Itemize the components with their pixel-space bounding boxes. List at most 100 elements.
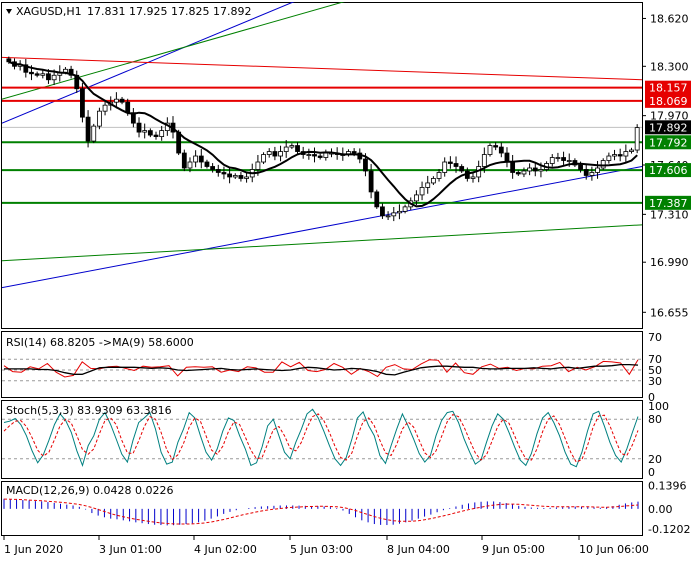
candle-body [498, 146, 504, 154]
candle-body [470, 176, 476, 179]
x-tick-label: 4 Jun 02:00 [194, 543, 257, 556]
candle-body [425, 182, 431, 188]
candle-body [102, 104, 108, 112]
candle-body [317, 155, 323, 158]
candle-body [142, 130, 148, 133]
candle-body [351, 151, 357, 154]
price-y-tick-label: 18.300 [650, 60, 689, 73]
trendline-blue-upper [2, 2, 295, 124]
macd-signal-line [3, 498, 639, 525]
trendline-green-lower [2, 224, 642, 262]
moving-average-line [8, 60, 638, 208]
candle-body [600, 160, 606, 169]
candle-body [617, 154, 623, 157]
candle-body [130, 112, 136, 124]
candle-body [40, 73, 46, 76]
macd-y-tick-label: 0.00 [648, 503, 673, 516]
candle-body [283, 146, 289, 152]
candle-body [153, 134, 159, 137]
price-label-box [645, 135, 691, 150]
candle-body [623, 151, 629, 157]
candle-body [430, 178, 436, 184]
candle-body [113, 98, 119, 103]
candle-body [538, 169, 544, 172]
candle-body [555, 157, 561, 159]
panel-frame-2 [1, 400, 643, 479]
candle-body [419, 187, 425, 196]
candle-body [204, 161, 210, 167]
price-y-tick-label: 17.970 [650, 110, 689, 123]
price-y-tick-label: 16.990 [650, 256, 689, 269]
candle-body [119, 98, 125, 103]
candle-body [634, 127, 640, 151]
x-tick-label: 9 Jun 05:00 [482, 543, 545, 556]
trendline-green-upper [2, 2, 345, 100]
candle-body [504, 152, 510, 163]
candle-body [181, 152, 187, 169]
candle-body [244, 176, 249, 179]
candle-body [278, 151, 283, 157]
candle-body [589, 172, 595, 176]
candle-body [436, 172, 442, 179]
rsi-y-tick-label: 70 [648, 353, 662, 366]
dropdown-arrow-icon [6, 9, 12, 14]
x-tick-label: 1 Jun 2020 [4, 543, 63, 556]
macd-title: MACD(12,26,9) 0.0428 0.0226 [6, 484, 174, 497]
price-label-box [645, 195, 691, 210]
candle-body [97, 110, 102, 127]
x-tick-label: 5 Jun 03:00 [290, 543, 353, 556]
candle-body [606, 155, 612, 161]
candle-body [493, 145, 499, 148]
candle-body [238, 175, 244, 179]
candle-body [91, 125, 97, 142]
stoch-title: Stoch(5,3,3) 83.9309 63.3816 [6, 404, 172, 417]
candle-body [374, 191, 380, 208]
trendline-group [2, 2, 642, 289]
candle-body [68, 68, 74, 76]
candle-body [629, 149, 634, 152]
rsi-y-tick-label: 30 [648, 375, 662, 388]
candle-body [380, 206, 385, 217]
candle-body [34, 73, 40, 76]
rsi-series-line [4, 363, 639, 376]
rsi-upper-tick-label: 70 [648, 331, 662, 344]
candle-body [442, 161, 448, 173]
candle-body [147, 130, 153, 136]
price-label-17.792: 17.792 [649, 136, 688, 149]
candle-body [289, 145, 295, 148]
x-tick-label: 8 Jun 04:00 [387, 543, 450, 556]
price-label-17.892: 17.892 [649, 121, 688, 134]
candle-body [85, 116, 91, 142]
price-y-tick-label: 17.310 [650, 208, 689, 221]
candle-body [125, 101, 131, 114]
candle-body [397, 210, 402, 214]
panel-frame-3 [1, 481, 643, 536]
price-label-box [645, 120, 691, 135]
candle-body [159, 130, 165, 137]
trendline-red-falling [2, 56, 642, 81]
macd-y-tick-label: 0.1396 [648, 479, 687, 492]
candle-body [193, 155, 199, 163]
price-label-17.606: 17.606 [649, 164, 688, 177]
price-label-18.069: 18.069 [649, 95, 688, 108]
candle-body [136, 122, 142, 133]
x-tick-label: 3 Jun 01:00 [99, 543, 162, 556]
chart-symbol: XAGUSD,H1 [16, 5, 82, 18]
candle-body [46, 73, 51, 81]
stoch-y-tick-label: 100 [648, 400, 669, 413]
price-y-tick-label: 18.620 [650, 12, 689, 25]
candle-body [521, 170, 527, 175]
candle-body [459, 166, 465, 172]
candle-body [23, 64, 29, 73]
candle-body [583, 169, 589, 176]
candle-body [578, 164, 583, 170]
candle-body [266, 151, 272, 155]
candle-body [549, 157, 555, 164]
macd-y-tick-label: -0.1202 [648, 523, 690, 536]
candle-body [363, 158, 368, 172]
stoch-y-tick-label: 20 [648, 453, 662, 466]
candle-body [272, 151, 278, 157]
rsi-y-tick-label: 50 [648, 364, 662, 377]
